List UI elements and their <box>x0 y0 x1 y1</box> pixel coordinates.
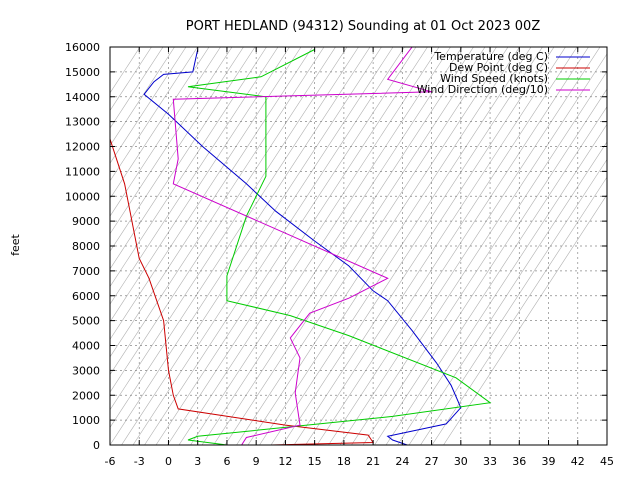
y-tick-label: 2000 <box>72 389 100 402</box>
grid <box>110 47 607 445</box>
legend: Temperature (deg C)Dew Point (deg C)Wind… <box>417 50 590 96</box>
y-tick-label: 3000 <box>72 364 100 377</box>
series-line-1 <box>110 137 375 445</box>
x-tick-label: -6 <box>105 455 116 468</box>
chart-title: PORT HEDLAND (94312) Sounding at 01 Oct … <box>186 19 541 34</box>
y-tick-label: 1000 <box>72 414 100 427</box>
diagonal-line <box>110 47 187 164</box>
y-tick-label: 9000 <box>72 215 100 228</box>
x-tick-label: 39 <box>542 455 556 468</box>
x-tick-label: -3 <box>134 455 145 468</box>
diagonal-line <box>259 47 520 445</box>
y-axis-label: feet <box>9 233 22 255</box>
y-tick-label: 12000 <box>65 141 100 154</box>
x-tick-label: 27 <box>425 455 439 468</box>
legend-label: Dew Point (deg C) <box>449 61 548 74</box>
diagonal-line <box>362 70 607 445</box>
diagonal-line <box>110 47 279 305</box>
x-tick-label: 36 <box>512 455 526 468</box>
x-tick-label: 15 <box>308 455 322 468</box>
x-tick-label: 0 <box>165 455 172 468</box>
diagonal-line <box>110 47 359 428</box>
diagonal-line <box>167 47 428 445</box>
diagonal-line <box>110 47 221 217</box>
diagonal-line <box>247 47 509 445</box>
x-tick-label: 6 <box>223 455 230 468</box>
diagonal-line <box>110 47 210 200</box>
x-tick-label: 9 <box>253 455 260 468</box>
legend-label: Wind Speed (knots) <box>440 72 548 85</box>
x-tick-label: 24 <box>395 455 409 468</box>
x-tick-label: 30 <box>454 455 468 468</box>
series-line-0 <box>143 49 462 445</box>
y-tick-label: 8000 <box>72 240 100 253</box>
diagonal-line <box>374 88 607 445</box>
x-tick-label: 3 <box>194 455 201 468</box>
diagonal-line <box>144 47 405 445</box>
x-tick-label: 21 <box>366 455 380 468</box>
diagonal-line <box>397 123 607 445</box>
diagonal-line <box>328 47 589 445</box>
y-tick-label: 10000 <box>65 190 100 203</box>
diagonal-line <box>110 47 290 323</box>
x-tick-label: 45 <box>600 455 614 468</box>
y-tick-label: 16000 <box>65 41 100 54</box>
plot-frame <box>109 46 608 446</box>
diagonal-line <box>316 47 578 445</box>
diagonal-line <box>110 47 325 376</box>
x-tick-label: 18 <box>337 455 351 468</box>
x-tick-label: 12 <box>278 455 292 468</box>
y-tick-label: 0 <box>93 439 100 452</box>
x-tick-label: 33 <box>483 455 497 468</box>
diagonal-line <box>110 47 164 129</box>
axis-ticks: -6 -3 0 3 6 9 12 15 18 21 24 27 30 33 36 39 42 4501000200… <box>65 41 614 468</box>
y-tick-label: 14000 <box>65 91 100 104</box>
x-tick-label: 42 <box>571 455 585 468</box>
diagonal-line <box>443 194 607 445</box>
legend-label: Wind Direction (deg/10) <box>417 83 548 96</box>
y-tick-label: 7000 <box>72 265 100 278</box>
y-tick-label: 6000 <box>72 290 100 303</box>
diagonal-line <box>110 47 233 235</box>
legend-label: Temperature (deg C) <box>433 50 548 63</box>
series-line-3 <box>172 47 432 445</box>
y-tick-label: 15000 <box>65 66 100 79</box>
y-tick-label: 13000 <box>65 116 100 129</box>
y-tick-label: 5000 <box>72 315 100 328</box>
diagonal-line <box>110 47 175 147</box>
diagonal-line <box>110 47 198 182</box>
diagonal-line <box>293 47 555 445</box>
diagonal-line <box>408 141 607 445</box>
series-lines <box>110 47 492 445</box>
diagonal-line <box>213 47 474 445</box>
diagonal-line <box>178 47 440 445</box>
diagonal-line <box>282 47 543 445</box>
y-tick-label: 4000 <box>72 340 100 353</box>
diagonal-line <box>110 47 313 358</box>
diagonal-line <box>132 47 394 445</box>
y-tick-label: 11000 <box>65 165 100 178</box>
